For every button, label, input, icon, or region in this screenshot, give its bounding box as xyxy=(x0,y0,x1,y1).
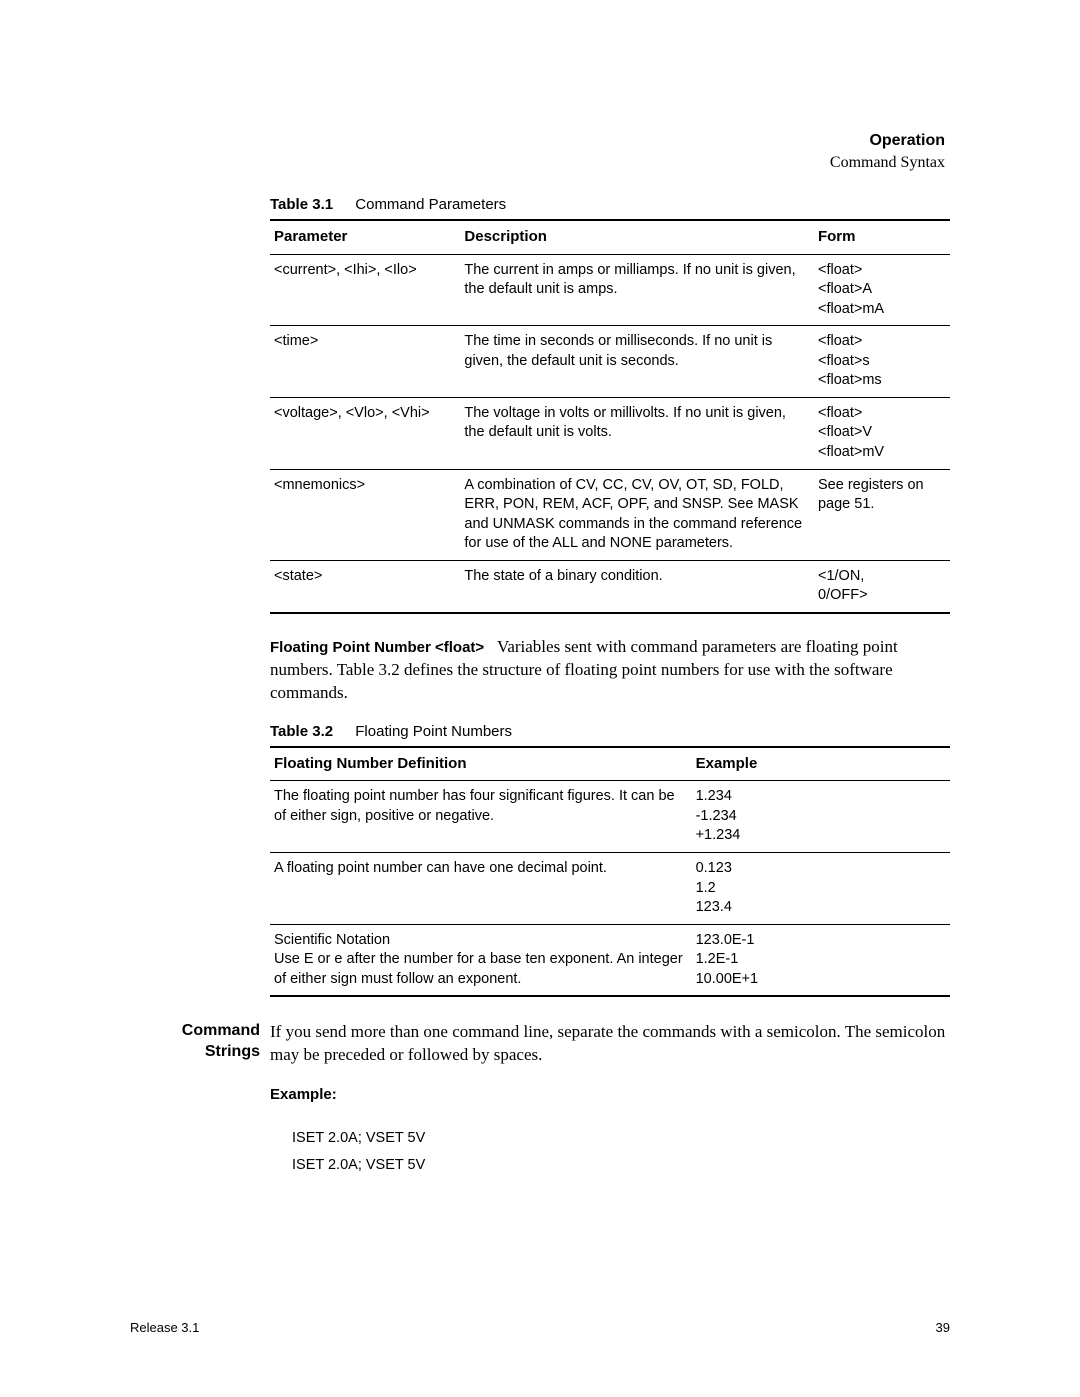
cell-form: <float> <float>s <float>ms xyxy=(814,326,950,398)
example-lines: ISET 2.0A; VSET 5V ISET 2.0A; VSET 5V xyxy=(292,1125,950,1177)
cell-ex: 0.123 1.2 123.4 xyxy=(692,852,950,924)
header-subsection: Command Syntax xyxy=(830,152,945,174)
command-strings-section: Command Strings If you send more than on… xyxy=(270,1021,950,1177)
example-heading: Example: xyxy=(270,1085,950,1105)
table32-col-example: Example xyxy=(692,747,950,781)
cell-param: <voltage>, <Vlo>, <Vhi> xyxy=(270,397,460,469)
table31-col-parameter: Parameter xyxy=(270,220,460,254)
cell-param: <current>, <Ihi>, <Ilo> xyxy=(270,254,460,326)
cell-form: See registers on page 51. xyxy=(814,469,950,560)
table31-caption: Table 3.1 Command Parameters xyxy=(270,195,950,215)
table-row: A floating point number can have one dec… xyxy=(270,852,950,924)
cell-def: The floating point number has four signi… xyxy=(270,781,692,853)
content: Table 3.1 Command Parameters Parameter D… xyxy=(270,195,950,1178)
cell-desc: A combination of CV, CC, CV, OV, OT, SD,… xyxy=(460,469,814,560)
command-strings-label-line1: Command xyxy=(130,1021,260,1042)
table-row: <current>, <Ihi>, <Ilo> The current in a… xyxy=(270,254,950,326)
command-strings-label: Command Strings xyxy=(130,1021,270,1063)
command-strings-label-line2: Strings xyxy=(130,1042,260,1063)
cell-desc: The time in seconds or milliseconds. If … xyxy=(460,326,814,398)
cell-ex: 1.234 -1.234 +1.234 xyxy=(692,781,950,853)
table31-col-description: Description xyxy=(460,220,814,254)
table-row: Scientific Notation Use E or e after the… xyxy=(270,924,950,996)
cell-ex: 123.0E-1 1.2E-1 10.00E+1 xyxy=(692,924,950,996)
page-header: Operation Command Syntax xyxy=(830,130,945,173)
cell-form: <1/ON, 0/OFF> xyxy=(814,560,950,613)
table32-caption-title: Floating Point Numbers xyxy=(355,723,512,740)
cell-param: <state> xyxy=(270,560,460,613)
table32: Floating Number Definition Example The f… xyxy=(270,746,950,997)
table-row: <mnemonics> A combination of CV, CC, CV,… xyxy=(270,469,950,560)
table32-header-row: Floating Number Definition Example xyxy=(270,747,950,781)
float-paragraph: Floating Point Number <float> Variables … xyxy=(270,636,950,705)
command-strings-body: If you send more than one command line, … xyxy=(270,1021,950,1177)
table31-header-row: Parameter Description Form xyxy=(270,220,950,254)
cell-desc: The current in amps or milliamps. If no … xyxy=(460,254,814,326)
table31-col-form: Form xyxy=(814,220,950,254)
cell-param: <time> xyxy=(270,326,460,398)
cell-form: <float> <float>V <float>mV xyxy=(814,397,950,469)
cell-param: <mnemonics> xyxy=(270,469,460,560)
table32-caption: Table 3.2 Floating Point Numbers xyxy=(270,722,950,742)
page: Operation Command Syntax Table 3.1 Comma… xyxy=(0,0,1080,1397)
table-row: <voltage>, <Vlo>, <Vhi> The voltage in v… xyxy=(270,397,950,469)
cell-desc: The state of a binary condition. xyxy=(460,560,814,613)
command-strings-text: If you send more than one command line, … xyxy=(270,1022,945,1064)
table-row: <time> The time in seconds or millisecon… xyxy=(270,326,950,398)
footer-release: Release 3.1 xyxy=(130,1319,199,1337)
footer-page-number: 39 xyxy=(936,1319,950,1337)
table31-caption-label: Table 3.1 xyxy=(270,196,333,213)
example-line: ISET 2.0A; VSET 5V xyxy=(292,1152,950,1178)
page-footer: Release 3.1 39 xyxy=(130,1319,950,1337)
table31: Parameter Description Form <current>, <I… xyxy=(270,219,950,614)
cell-form: <float> <float>A <float>mA xyxy=(814,254,950,326)
table31-caption-title: Command Parameters xyxy=(355,196,506,213)
table32-col-definition: Floating Number Definition xyxy=(270,747,692,781)
table-row: The floating point number has four signi… xyxy=(270,781,950,853)
cell-desc: The voltage in volts or millivolts. If n… xyxy=(460,397,814,469)
table32-caption-label: Table 3.2 xyxy=(270,723,333,740)
cell-def: Scientific Notation Use E or e after the… xyxy=(270,924,692,996)
float-paragraph-lead: Floating Point Number <float> xyxy=(270,639,484,656)
cell-def: A floating point number can have one dec… xyxy=(270,852,692,924)
table-row: <state> The state of a binary condition.… xyxy=(270,560,950,613)
header-section: Operation xyxy=(830,130,945,152)
example-line: ISET 2.0A; VSET 5V xyxy=(292,1125,950,1151)
